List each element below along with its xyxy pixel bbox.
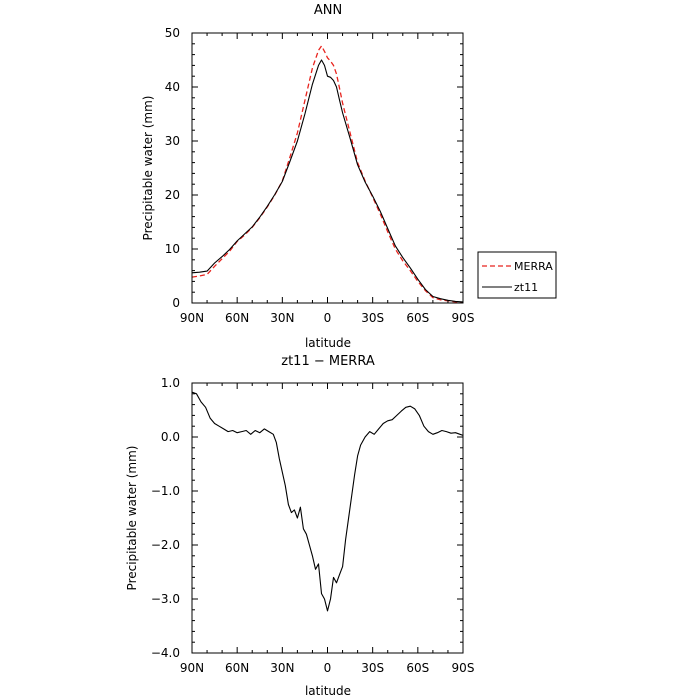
upper-x-tick-label: 30N <box>270 311 294 325</box>
upper-x-tick-label: 60S <box>406 311 429 325</box>
upper-series-line-merra <box>191 45 464 304</box>
upper-axes: 90N 60N 30N 0 30S 60S 90S 0 10 20 30 40 50 <box>165 26 475 325</box>
lower-axes: 90N 60N 30N 0 30S 60S 90S −4.0 −3.0 −2.0 −1.0 0.0 1.… <box>151 376 475 675</box>
upper-x-tick-label: 30S <box>361 311 384 325</box>
upper-y-tick-label: 0 <box>172 296 180 310</box>
lower-y-tick-label: −4.0 <box>151 646 180 660</box>
lower-x-tick-label: 90N <box>180 661 204 675</box>
lower-chart-title: zt11 − MERRA <box>281 354 375 369</box>
lower-series-group <box>191 391 464 612</box>
lower-y-tick-label: −2.0 <box>151 538 180 552</box>
lower-y-axis-label: Precipitable water (mm) <box>125 446 139 591</box>
upper-plot-frame <box>191 32 464 304</box>
upper-x-tick-label: 90S <box>452 311 475 325</box>
lower-series-line-0 <box>191 391 464 612</box>
legend-label-merra: MERRA <box>514 260 553 273</box>
lower-x-tick-label: 90S <box>452 661 475 675</box>
lower-x-tick-label: 60S <box>406 661 429 675</box>
legend-label-zt11: zt11 <box>514 281 538 294</box>
legend: MERRA zt11 <box>477 251 557 299</box>
upper-chart: ANN 90N 60N 30N 0 30S 60S 90S 0 10 20 30 40 50 latit… <box>141 3 474 350</box>
upper-series-line-zt11 <box>191 59 464 303</box>
upper-y-tick-label: 10 <box>165 242 180 256</box>
upper-chart-title: ANN <box>314 3 342 18</box>
lower-y-tick-label: 0.0 <box>161 430 180 444</box>
upper-x-tick-label: 0 <box>324 311 332 325</box>
lower-x-tick-label: 30N <box>270 661 294 675</box>
lower-x-tick-label: 0 <box>324 661 332 675</box>
upper-y-tick-label: 40 <box>165 80 180 94</box>
legend-box <box>477 251 557 299</box>
upper-y-tick-label: 30 <box>165 134 180 148</box>
lower-x-axis-label: latitude <box>305 684 351 698</box>
lower-y-tick-label: −1.0 <box>151 484 180 498</box>
upper-y-axis-label: Precipitable water (mm) <box>141 96 155 241</box>
lower-y-tick-label: 1.0 <box>161 376 180 390</box>
upper-series-group <box>191 45 464 304</box>
upper-y-tick-label: 50 <box>165 26 180 40</box>
upper-x-axis-label: latitude <box>305 336 351 350</box>
lower-x-tick-label: 60N <box>225 661 249 675</box>
upper-y-tick-label: 20 <box>165 188 180 202</box>
upper-x-tick-label: 90N <box>180 311 204 325</box>
lower-chart: zt11 − MERRA 90N 60N 30N 0 30S 60S 90S −4.0 −3.0… <box>125 354 474 698</box>
lower-x-tick-label: 30S <box>361 661 384 675</box>
upper-x-tick-label: 60N <box>225 311 249 325</box>
lower-y-tick-label: −3.0 <box>151 592 180 606</box>
